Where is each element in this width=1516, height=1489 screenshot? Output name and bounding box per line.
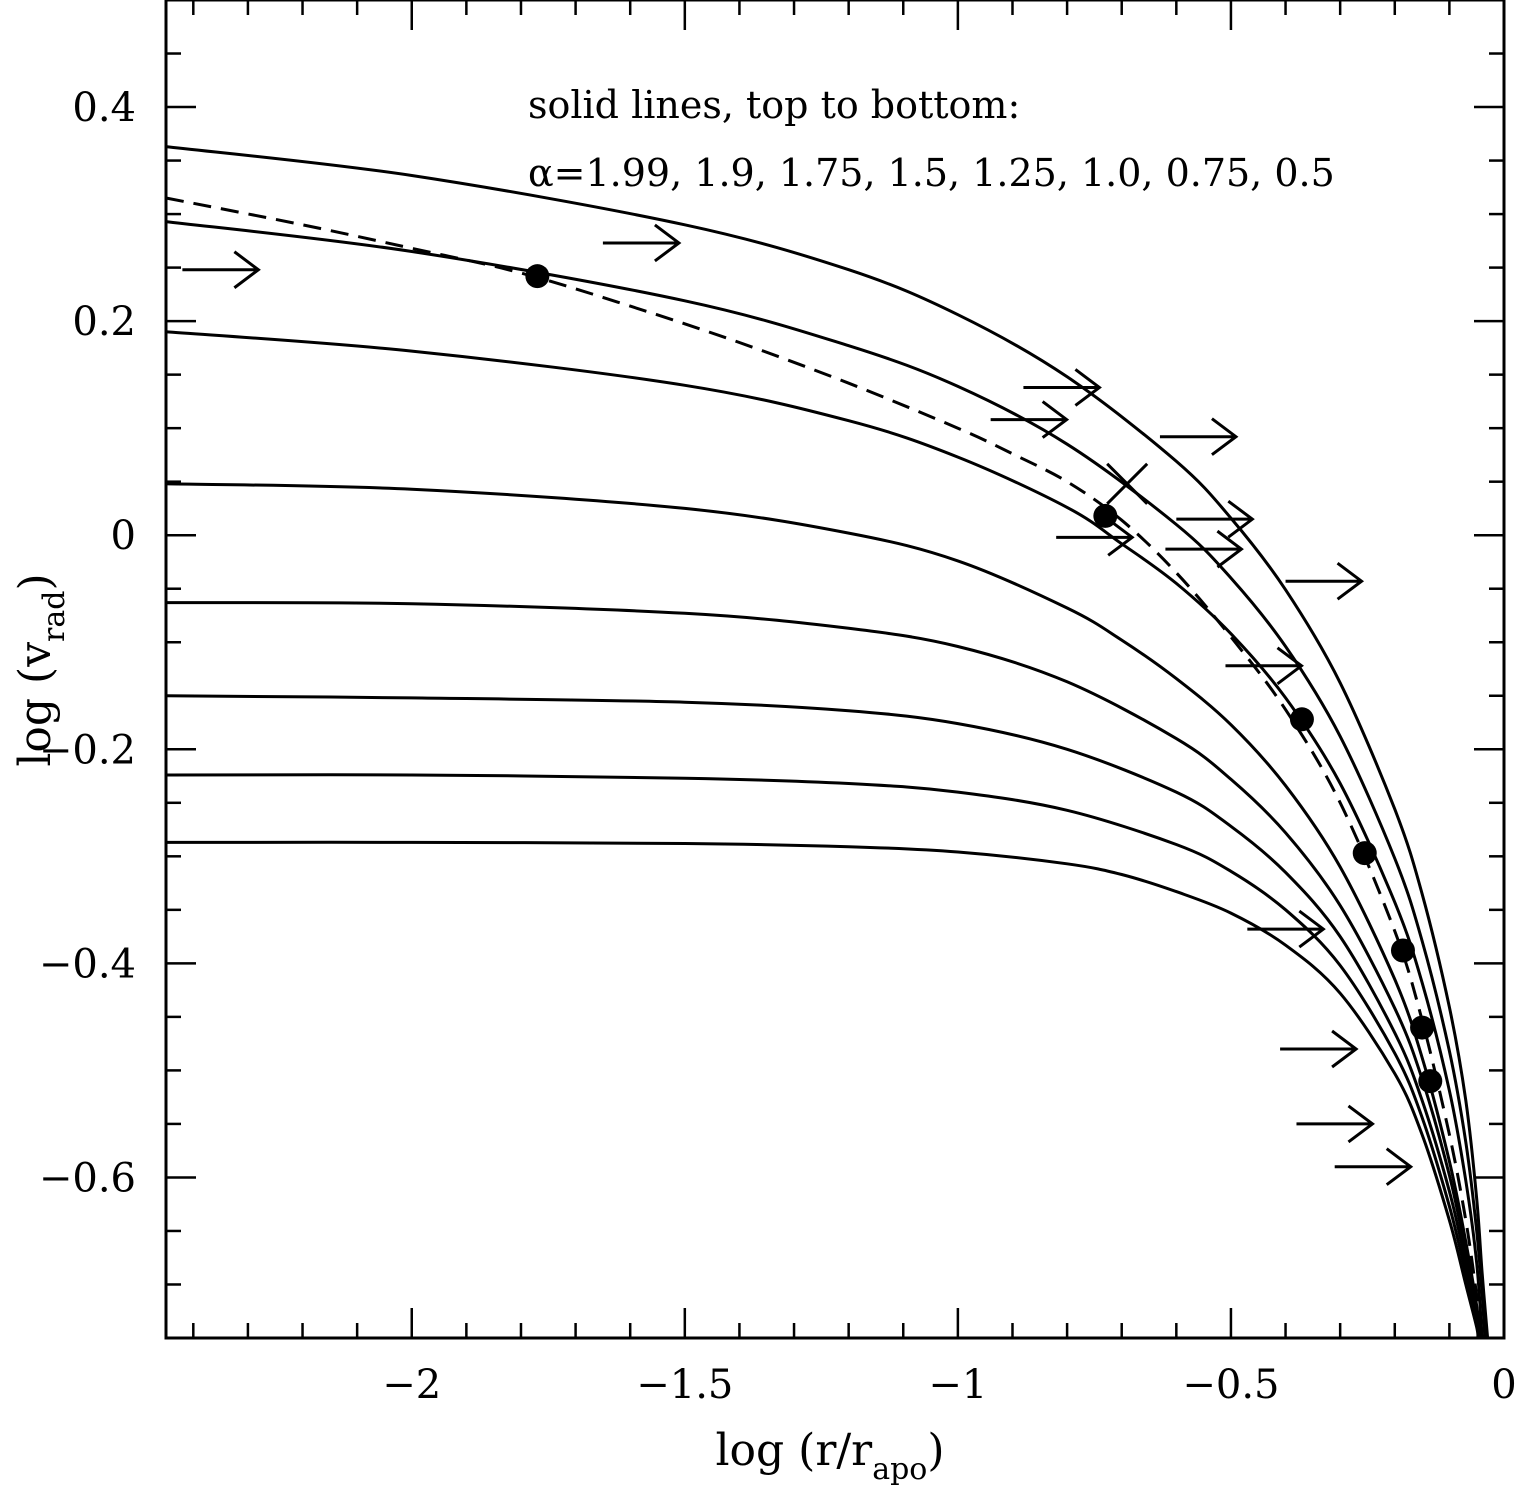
lower-limit-arrow	[1023, 368, 1102, 407]
y-tick-label: 0	[111, 513, 136, 559]
lower-limit-arrow	[1165, 529, 1244, 569]
data-point	[1352, 841, 1377, 866]
y-tick-label: −0.2	[39, 727, 136, 773]
solid-curve-5	[165, 601, 1481, 1339]
x-axis-label: log (r/rapo)	[715, 1425, 944, 1487]
lower-limit-arrow	[990, 400, 1070, 439]
y-axis-label: log (vrad)	[10, 573, 72, 766]
x-tick-label: −2	[382, 1362, 441, 1408]
solid-curve-4	[165, 482, 1482, 1339]
lower-limit-arrow	[1176, 499, 1255, 539]
x-tick-label: −1.5	[636, 1362, 733, 1408]
ticks-layer	[166, 0, 1506, 1340]
y-tick-label: 0.2	[72, 299, 136, 345]
lower-limit-arrow	[1159, 417, 1239, 456]
lower-limit-arrow	[1247, 909, 1326, 949]
x-tick-label: 0	[1491, 1362, 1516, 1408]
solid-curve-2	[165, 220, 1487, 1339]
lower-limit-arrow	[182, 250, 261, 289]
solid-curve-7	[165, 773, 1480, 1339]
data-point	[1390, 938, 1415, 963]
x-tick-label: −1	[928, 1362, 987, 1408]
y-tick-label: −0.4	[39, 941, 136, 987]
plot-frame	[164, 0, 1506, 1340]
solid-curve-3	[165, 330, 1484, 1339]
cross-marker	[1106, 462, 1149, 505]
data-point	[525, 264, 550, 289]
lower-limit-arrow	[1296, 1104, 1375, 1144]
lower-limit-arrow	[1056, 518, 1135, 557]
solid-curve-1	[165, 145, 1490, 1339]
y-tick-label: 0.4	[72, 85, 136, 131]
lower-limit-arrow	[1225, 646, 1304, 685]
data-point	[1418, 1069, 1443, 1094]
data-point	[1410, 1015, 1435, 1040]
lower-limit-arrow	[602, 223, 682, 263]
solid-curve-6	[165, 694, 1481, 1339]
lower-limit-arrow	[1334, 1147, 1414, 1186]
x-tick-label: −0.5	[1182, 1362, 1279, 1408]
lower-limit-arrow	[1280, 1029, 1359, 1069]
dashed-curve	[165, 196, 1484, 1339]
annotation-line-1: solid lines, top to bottom:	[528, 83, 1020, 127]
tick-labels-layer: −2 −1.5 −1 −0.5 0 −0.6 −0.4 −0.2 0 0.2 0.4	[39, 85, 1516, 1408]
lower-limit-arrow	[1285, 562, 1365, 601]
solid-curve-8	[165, 840, 1480, 1339]
y-tick-label: −0.6	[39, 1155, 136, 1201]
markers-layer	[182, 223, 1443, 1186]
curves-layer	[165, 145, 1490, 1339]
annotation-line-2: α=1.99, 1.9, 1.75, 1.5, 1.25, 1.0, 0.75,…	[528, 151, 1335, 195]
data-point	[1289, 707, 1314, 732]
